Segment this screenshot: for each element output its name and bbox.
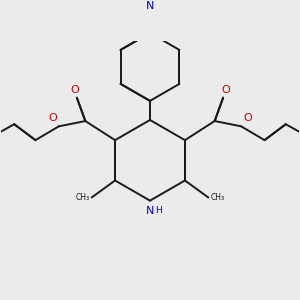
Text: N: N bbox=[146, 206, 154, 216]
Text: O: O bbox=[70, 85, 79, 94]
Text: CH₃: CH₃ bbox=[76, 193, 90, 202]
Text: H: H bbox=[155, 206, 162, 215]
Text: CH₃: CH₃ bbox=[210, 193, 224, 202]
Text: O: O bbox=[48, 113, 57, 123]
Text: N: N bbox=[146, 1, 154, 10]
Text: O: O bbox=[221, 85, 230, 94]
Text: O: O bbox=[243, 113, 252, 123]
